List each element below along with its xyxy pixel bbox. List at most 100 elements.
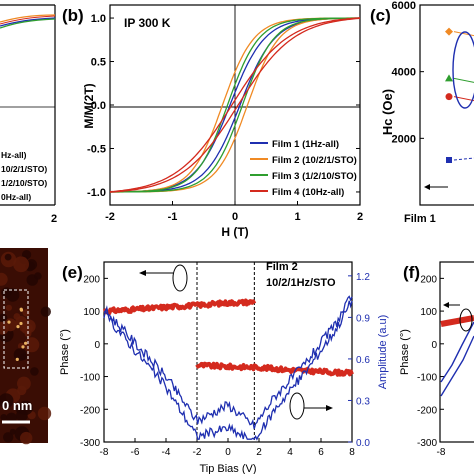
panel-d-grain <box>22 309 31 317</box>
panel-d-bright-spot <box>19 308 24 312</box>
panel-d-bright-spot <box>21 345 25 349</box>
panel-c-xtick: Film 1 <box>404 213 436 225</box>
panel-a-curve-green <box>0 18 56 29</box>
panel-b-condition: IP 300 K <box>124 16 171 30</box>
panel-c-points <box>445 27 474 163</box>
panel-a-legend-1: Hz-all) <box>1 150 27 160</box>
panel-e-xtick-label: -2 <box>193 447 202 458</box>
panel-d-grain <box>13 348 27 361</box>
panel-e-xlabel: Tip Bias (V) <box>199 463 256 474</box>
panel-b-ytick-label: 0.5 <box>91 57 106 69</box>
panel-c-point-3 <box>445 93 453 101</box>
panel-d-bright-spot <box>19 321 23 326</box>
panel-e-ylabel-left: Phase (°) <box>59 329 71 375</box>
panel-b-ytick-label: -0.5 <box>87 143 106 155</box>
panel-d-bright-spot <box>15 357 19 361</box>
panel-c-label: (c) <box>370 6 391 25</box>
panel-a-xtick: 2 <box>51 213 57 225</box>
panel-a: Hz-all) 10/2/1/STO) 1/2/10/STO) 0Hz-all)… <box>0 4 57 225</box>
panel-e-ylabel-right: Amplitude (a.u) <box>377 315 389 390</box>
panel-c-ellipse <box>452 31 474 109</box>
panel-e-phase-branch-2 <box>195 361 354 377</box>
panel-d-grain <box>21 326 29 334</box>
panel-b-legend-label-3: Film 3 (1/2/10/STO) <box>272 171 357 182</box>
panel-e-ytick-label: -200 <box>80 405 100 416</box>
panel-d-bright-spot <box>16 325 20 329</box>
panel-f-label: (f) <box>403 263 420 282</box>
panel-f-arrowhead <box>443 302 449 308</box>
panel-e-amp-ellipse <box>289 392 305 420</box>
panel-e-curves <box>102 262 354 442</box>
panel-f-amp-curve-2 <box>440 335 474 397</box>
panel-f-ytick-label: 0 <box>431 340 437 351</box>
panel-f-ytick-label: -100 <box>417 373 437 384</box>
panel-d-grain <box>30 367 39 376</box>
panel-c-frame <box>419 4 474 206</box>
panel-e-ytick-label: -300 <box>80 438 100 449</box>
panel-b-ylabel: M/M(2T) <box>82 83 96 128</box>
panel-f-ytick-label: -200 <box>417 405 437 416</box>
panel-e-xtick-label: 6 <box>318 447 324 458</box>
panel-b-series-4-ascending <box>109 17 361 193</box>
panel-e-ytick-label: 200 <box>83 274 100 285</box>
panel-c-ylabel: Hc (Oe) <box>380 89 395 135</box>
panel-c-arrowhead <box>424 184 430 190</box>
panel-f-ellipse <box>459 308 473 332</box>
panel-d-grain <box>0 414 8 421</box>
panel-e-xtick-label: 8 <box>349 447 355 458</box>
panel-b-xtick-label: -2 <box>105 211 115 223</box>
panel-e-ytick-right-label: 0.0 <box>356 438 370 449</box>
panel-e-ytick-right-label: 0.3 <box>356 396 370 407</box>
panel-b-legend-label-4: Film 4 (10Hz-all) <box>272 187 344 198</box>
panel-f-xtick-label: -8 <box>437 447 446 458</box>
panel-d-grain <box>37 406 52 421</box>
panel-d-scalebar-label: 0 nm <box>2 398 32 413</box>
panel-b-legend: Film 1 (1Hz-all) Film 2 (10/2/1/STO) Film … <box>250 139 357 198</box>
panel-d-grain <box>3 318 17 332</box>
panel-d-grain <box>0 393 14 409</box>
panel-f-ticks: 200 100 0 -100 -200 -300-8 <box>417 274 446 458</box>
panel-b-series-4-descending <box>109 17 361 193</box>
panel-b-xtick-label: 2 <box>357 211 363 223</box>
panel-d-grain <box>20 431 33 445</box>
panel-a-curve-red <box>0 15 56 25</box>
panel-f-ytick-label: -300 <box>417 438 437 449</box>
panel-e-xtick-label: -8 <box>100 447 109 458</box>
panel-d-grain <box>0 272 8 286</box>
panel-b-legend-label-1: Film 1 (1Hz-all) <box>272 139 339 150</box>
panel-c-yticks: 6000 4000 2000 <box>392 0 424 145</box>
panel-b-yticks: 1.0 0.5 0.0 -0.5 -1.0 <box>87 13 360 199</box>
panel-c-ytick-label: 4000 <box>392 67 416 79</box>
panel-d-bright-spot <box>7 320 11 324</box>
panel-b-series-3-ascending <box>110 17 360 193</box>
panel-e-ticks: -8 -6 -4 -2 0 2 4 6 8 200 100 0 -100 -200 -300 1.2 0.9 0.… <box>80 272 370 458</box>
panel-d-grain <box>15 316 27 328</box>
panel-e-ytick-label: 100 <box>83 307 100 318</box>
panel-e-amp-arrowhead <box>326 405 333 411</box>
panel-e-xtick-label: 2 <box>256 447 262 458</box>
panel-b-legend-label-2: Film 2 (10/2/1/STO) <box>272 155 357 166</box>
panel-a-curve-blue <box>0 17 56 27</box>
panel-e-ytick-right-label: 0.9 <box>356 313 370 324</box>
panel-f-ylabel: Phase (°) <box>399 329 411 375</box>
panel-b-ytick-label: 1.0 <box>91 13 106 25</box>
panel-e-ytick-label: 0 <box>94 340 100 351</box>
panel-d-grain <box>17 376 31 391</box>
panel-b-label: (b) <box>62 6 84 25</box>
panel-e-xtick-label: -6 <box>131 447 140 458</box>
panel-d-grain <box>13 256 29 273</box>
panel-d-grain <box>40 306 51 317</box>
panel-d-texture <box>0 250 52 445</box>
panel-f-ytick-label: 100 <box>420 307 437 318</box>
panel-e-phase-ellipse <box>172 264 188 292</box>
panel-b: (b) IP 300 K M/M(2T) H (T) 1.0 0.5 0.0 -0.5… <box>62 4 363 239</box>
panel-b-ytick-label: 0.0 <box>91 100 106 112</box>
panel-f-frame <box>439 261 474 443</box>
panel-e-ytick-right-label: 1.2 <box>356 272 370 283</box>
panel-a-legend-3: 1/2/10/STO) <box>1 178 47 188</box>
panel-e-label: (e) <box>62 263 83 282</box>
panel-c-point-4-link <box>453 157 474 161</box>
panel-e-film-name: Film 2 <box>266 261 298 273</box>
panel-e-xtick-label: 4 <box>287 447 293 458</box>
